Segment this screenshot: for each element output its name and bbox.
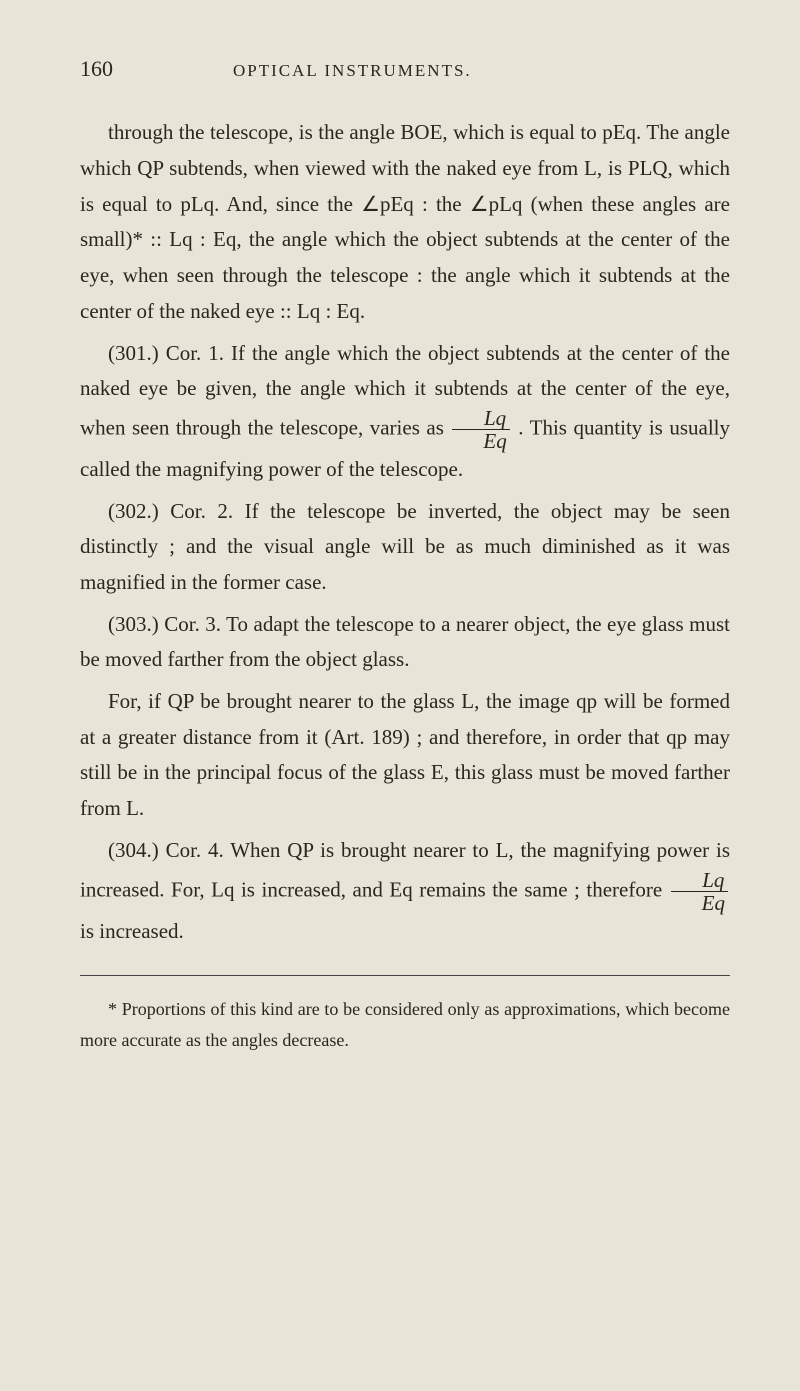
fraction-numerator: Lq — [452, 407, 509, 430]
fraction-denominator-2: Eq — [671, 892, 728, 914]
paragraph-6b-text: is increased. — [80, 919, 184, 943]
paragraph-1: through the telescope, is the angle BOE,… — [80, 115, 730, 329]
fraction-lq-eq: Lq Eq — [452, 407, 509, 452]
footnote-rule — [80, 975, 730, 976]
fraction-lq-eq-2: Lq Eq — [671, 869, 728, 914]
paragraph-2: (301.) Cor. 1. If the angle which the ob… — [80, 336, 730, 488]
page-header: 160 OPTICAL INSTRUMENTS. — [80, 50, 730, 87]
fraction-denominator: Eq — [452, 430, 509, 452]
fraction-numerator-2: Lq — [671, 869, 728, 892]
running-title: OPTICAL INSTRUMENTS. — [233, 57, 472, 86]
paragraph-6: (304.) Cor. 4. When QP is brought nearer… — [80, 833, 730, 949]
paragraph-6a-text: (304.) Cor. 4. When QP is brought nearer… — [80, 838, 730, 901]
page: 160 OPTICAL INSTRUMENTS. through the tel… — [0, 0, 800, 1134]
paragraph-5: For, if QP be brought nearer to the glas… — [80, 684, 730, 827]
page-number: 160 — [80, 50, 113, 87]
paragraph-4: (303.) Cor. 3. To adapt the telescope to… — [80, 607, 730, 678]
footnote: * Proportions of this kind are to be con… — [80, 994, 730, 1055]
paragraph-3: (302.) Cor. 2. If the telescope be inver… — [80, 494, 730, 601]
